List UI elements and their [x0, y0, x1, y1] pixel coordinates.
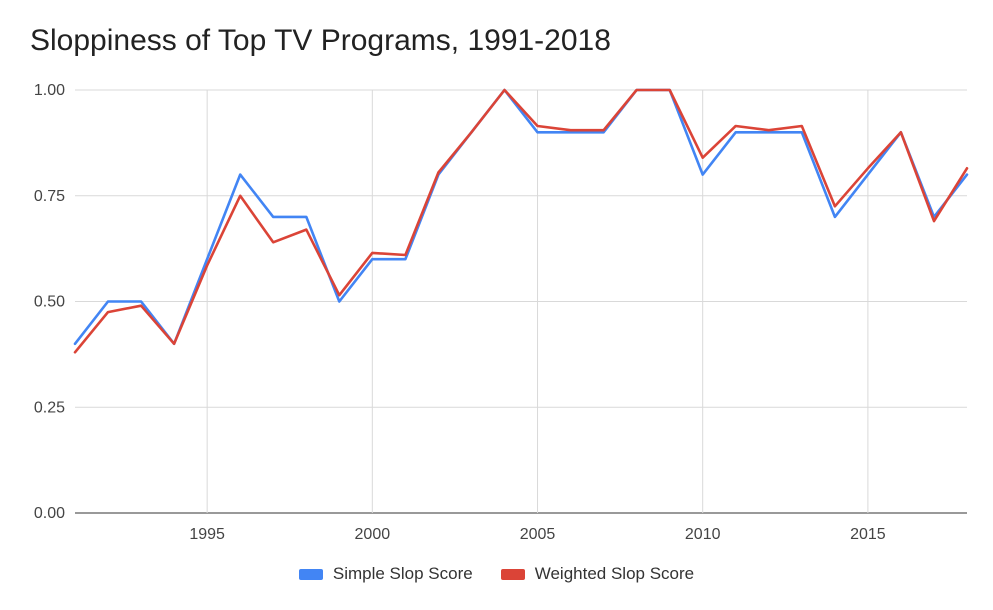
x-tick-label: 2010 [685, 526, 721, 543]
legend-item-simple[interactable]: Simple Slop Score [298, 564, 473, 584]
x-tick-label: 2005 [520, 526, 556, 543]
series-line-simple [73, 88, 969, 346]
x-tick-label: 2000 [355, 526, 391, 543]
y-tick-label: 0.50 [34, 294, 65, 311]
legend-label-weighted: Weighted Slop Score [534, 564, 695, 583]
y-tick-label: 0.25 [34, 399, 65, 416]
y-tick-label: 1.00 [34, 82, 65, 99]
line-chart: 0.00 0.25 0.50 0.75 1.00 1995 2000 2005 2010 2015 [34, 82, 969, 543]
x-tick-label: 2015 [850, 526, 886, 543]
y-tick-label: 0.00 [34, 505, 65, 522]
series-line-weighted [73, 88, 969, 354]
chart-title: Sloppiness of Top TV Programs, 1991-2018 [30, 24, 611, 57]
legend-label-simple: Simple Slop Score [332, 564, 473, 583]
legend-swatch-simple [298, 568, 323, 580]
legend: Simple Slop Score Weighted Slop Score [0, 564, 993, 584]
legend-item-weighted[interactable]: Weighted Slop Score [500, 564, 695, 584]
x-tick-label: 1995 [189, 526, 225, 543]
y-tick-label: 0.75 [34, 188, 65, 205]
legend-swatch-weighted [500, 568, 525, 580]
